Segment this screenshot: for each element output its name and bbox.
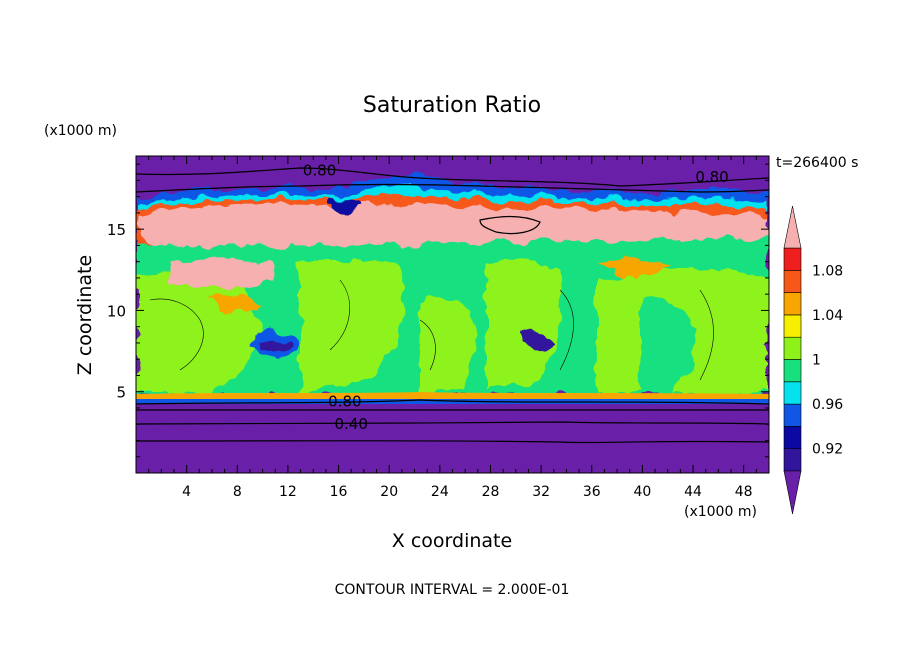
colorbar-segment [783, 336, 802, 360]
colorbar-segment [783, 426, 802, 449]
colorbar-label: 1 [812, 353, 821, 369]
x-tick-label: 16 [330, 484, 348, 500]
x-tick-label: 12 [279, 484, 297, 500]
footer-contour-interval: CONTOUR INTERVAL = 2.000E-01 [335, 582, 570, 598]
colorbar: 1.08 1.04 1 0.96 0.92 [783, 205, 843, 515]
saturation-field [136, 156, 769, 473]
x-tick-label: 40 [633, 484, 651, 500]
colorbar-segment [783, 381, 802, 405]
x-unit-label: (x1000 m) [684, 504, 757, 520]
contour-label: 0.40 [335, 415, 368, 433]
x-tick-label: 36 [583, 484, 601, 500]
colorbar-segment [783, 314, 802, 338]
y-unit-label: (x1000 m) [44, 123, 117, 139]
contour-label: 0.80 [303, 162, 336, 180]
colorbar-bottom-arrow [783, 470, 802, 515]
time-label: t=266400 s [776, 155, 858, 171]
x-tick-label: 20 [380, 484, 398, 500]
x-tick-label: 32 [532, 484, 550, 500]
colorbar-label: 1.04 [812, 308, 843, 324]
y-axis-label: Z coordinate [74, 255, 96, 375]
contour-label: 0.80 [695, 168, 728, 186]
y-tick-label: 10 [107, 302, 126, 320]
x-axis-label: X coordinate [392, 530, 512, 552]
x-tick-label: 44 [684, 484, 702, 500]
colorbar-label: 0.96 [812, 397, 843, 413]
x-tick-label: 28 [482, 484, 500, 500]
colorbar-segment [783, 359, 802, 383]
colorbar-segment [783, 448, 802, 472]
x-tick-label: 8 [233, 484, 242, 500]
x-tick-label: 4 [182, 484, 191, 500]
x-tick-label: 48 [735, 484, 753, 500]
y-tick-label: 5 [116, 384, 126, 402]
x-tick-label: 24 [431, 484, 449, 500]
colorbar-segment [783, 292, 802, 316]
colorbar-label: 1.08 [812, 263, 843, 279]
colorbar-segment [783, 247, 802, 271]
colorbar-top-arrow [783, 205, 802, 249]
contour-label: 0.80 [328, 392, 361, 410]
colorbar-label: 0.92 [812, 442, 843, 458]
chart-title: Saturation Ratio [363, 93, 541, 118]
colorbar-segment [783, 269, 802, 293]
colorbar-segment [783, 403, 802, 427]
y-tick-label: 15 [107, 221, 126, 239]
